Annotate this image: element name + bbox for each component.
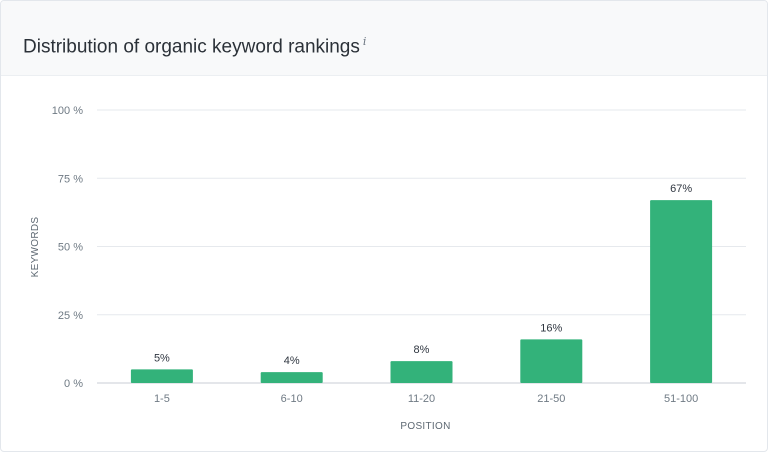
bar — [520, 339, 583, 383]
y-tick-label: 25 % — [58, 310, 83, 322]
y-axis-title: KEYWORDS — [30, 217, 41, 278]
x-tick-label: 1-5 — [154, 393, 170, 405]
bar — [130, 369, 193, 383]
x-tick-label: 51-100 — [664, 393, 698, 405]
x-tick-label: 21-50 — [537, 393, 565, 405]
x-tick-label: 11-20 — [408, 393, 435, 405]
chart-title-text: Distribution of organic keyword rankings — [23, 36, 360, 58]
y-tick-label: 0 % — [64, 378, 83, 390]
bar — [260, 372, 323, 383]
info-icon[interactable]: i — [362, 35, 367, 48]
y-tick-label: 100 % — [52, 105, 83, 117]
chart-title: Distribution of organic keyword rankings… — [23, 30, 366, 59]
bar-value-label: 4% — [284, 355, 300, 367]
bar-value-label: 16% — [540, 322, 562, 334]
y-tick-label: 50 % — [58, 242, 83, 254]
y-tick-label: 75 % — [58, 173, 83, 185]
bar — [650, 200, 713, 383]
bar-value-label: 67% — [670, 183, 692, 195]
bar-value-label: 5% — [154, 352, 170, 364]
bar — [390, 361, 453, 383]
x-tick-label: 6-10 — [281, 393, 303, 405]
x-axis-title: POSITION — [400, 421, 450, 432]
card-header: Distribution of organic keyword rankings… — [1, 1, 767, 76]
bar-value-label: 8% — [414, 344, 430, 356]
bar-chart: 0 % 25 % 50 % 75 % 100 % 5% 1-5 4% 6-10 8% 11-20 16… — [30, 105, 746, 432]
